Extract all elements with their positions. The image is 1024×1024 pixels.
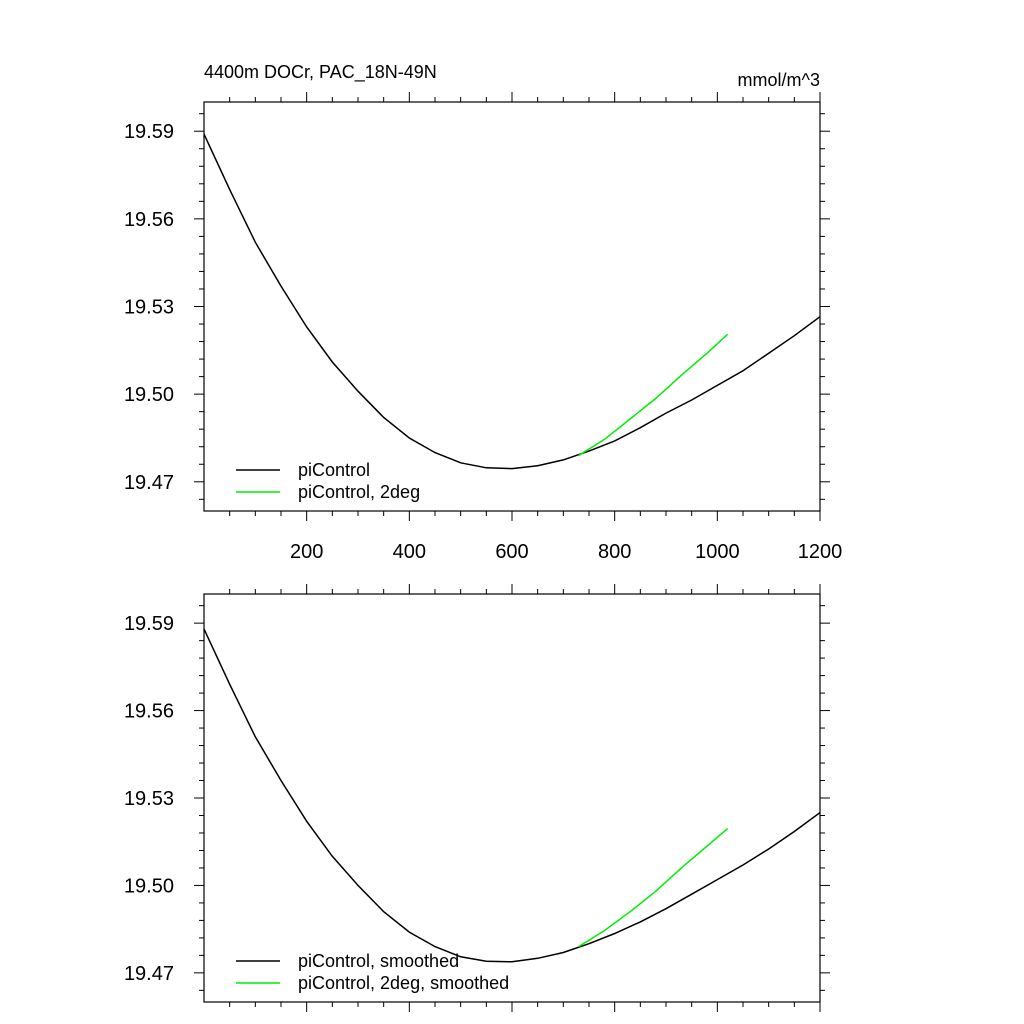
y-tick-label: 19.47 xyxy=(124,963,174,985)
legend-label: piControl, smoothed xyxy=(298,951,459,971)
legend-label: piControl, 2deg xyxy=(298,482,420,502)
x-tick-label: 1200 xyxy=(798,541,843,563)
y-tick-label: 19.53 xyxy=(124,297,174,319)
series-line-2 xyxy=(578,828,729,948)
y-tick-label: 19.47 xyxy=(124,472,174,494)
legend-label: piControl, 2deg, smoothed xyxy=(298,973,509,993)
x-tick-label: 800 xyxy=(598,541,631,563)
chart-panel-2: 19.47 19.50 19.53 19.56 19.59 piControl, smoo… xyxy=(124,584,830,1012)
y-tick-label: 19.50 xyxy=(124,875,174,897)
chart-title: 4400m DOCr, PAC_18N-49N xyxy=(204,62,437,83)
y-tick-label: 19.56 xyxy=(124,701,174,723)
series-line-1 xyxy=(204,628,820,963)
series-line-1 xyxy=(204,133,820,470)
x-tick-label: 600 xyxy=(495,541,528,563)
y-tick-label: 19.50 xyxy=(124,384,174,406)
y-tick-label: 19.56 xyxy=(124,209,174,231)
x-tick-label: 1000 xyxy=(695,541,740,563)
y-tick-label: 19.59 xyxy=(124,121,174,143)
x-tick-label: 200 xyxy=(290,541,323,563)
legend-label: piControl xyxy=(298,460,370,480)
plot-frame xyxy=(203,593,821,1003)
x-tick-label: 400 xyxy=(393,541,426,563)
y-tick-label: 19.59 xyxy=(124,613,174,635)
plot-frame xyxy=(203,101,821,512)
units-label: mmol/m^3 xyxy=(738,70,820,90)
chart-panel-1: 200 400 600 800 1000 1200 19.47 19.50 19.53 19.56… xyxy=(124,62,842,563)
series-line-2 xyxy=(578,333,729,457)
y-tick-label: 19.53 xyxy=(124,788,174,810)
